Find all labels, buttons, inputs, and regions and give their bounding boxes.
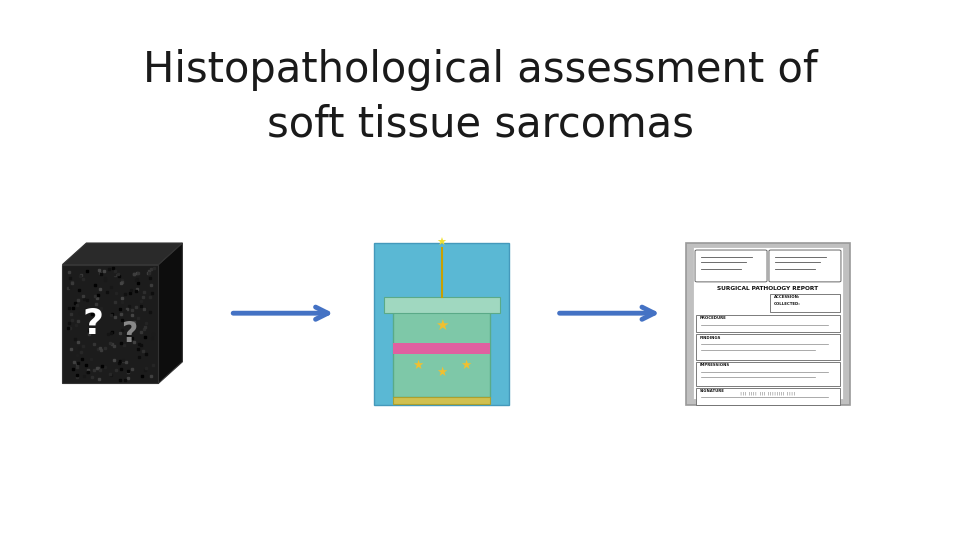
Polygon shape bbox=[62, 243, 182, 265]
Text: ?: ? bbox=[122, 320, 137, 348]
FancyBboxPatch shape bbox=[394, 397, 490, 404]
FancyBboxPatch shape bbox=[770, 294, 840, 312]
Text: ||| |||| ||| |||||||| ||||: ||| |||| ||| |||||||| |||| bbox=[740, 391, 796, 395]
FancyBboxPatch shape bbox=[693, 247, 843, 399]
Text: SURGICAL PATHOLOGY REPORT: SURGICAL PATHOLOGY REPORT bbox=[717, 286, 819, 291]
Text: ★: ★ bbox=[435, 318, 448, 333]
Text: FINDINGS: FINDINGS bbox=[700, 335, 721, 340]
FancyBboxPatch shape bbox=[696, 362, 840, 386]
Text: ★: ★ bbox=[412, 359, 423, 372]
Text: ACCESSION:: ACCESSION: bbox=[774, 295, 800, 299]
FancyBboxPatch shape bbox=[696, 315, 840, 332]
FancyBboxPatch shape bbox=[696, 334, 840, 360]
Polygon shape bbox=[158, 243, 182, 383]
Text: ★: ★ bbox=[436, 366, 447, 379]
Text: PROCEDURE: PROCEDURE bbox=[700, 316, 727, 320]
Text: Histopathological assessment of
soft tissue sarcomas: Histopathological assessment of soft tis… bbox=[143, 49, 817, 146]
FancyBboxPatch shape bbox=[394, 308, 490, 397]
FancyBboxPatch shape bbox=[769, 250, 841, 282]
FancyBboxPatch shape bbox=[696, 388, 840, 405]
Text: SIGNATURE: SIGNATURE bbox=[700, 389, 725, 393]
FancyBboxPatch shape bbox=[62, 265, 158, 383]
Text: ?: ? bbox=[83, 307, 104, 341]
Text: ★: ★ bbox=[460, 359, 471, 372]
FancyBboxPatch shape bbox=[394, 342, 490, 354]
Text: ★: ★ bbox=[437, 238, 446, 248]
Text: COLLECTED:: COLLECTED: bbox=[774, 302, 801, 306]
FancyBboxPatch shape bbox=[374, 243, 509, 405]
Text: IMPRESSIONS: IMPRESSIONS bbox=[700, 363, 730, 367]
FancyBboxPatch shape bbox=[686, 243, 850, 405]
FancyBboxPatch shape bbox=[384, 296, 499, 313]
FancyBboxPatch shape bbox=[695, 250, 767, 282]
